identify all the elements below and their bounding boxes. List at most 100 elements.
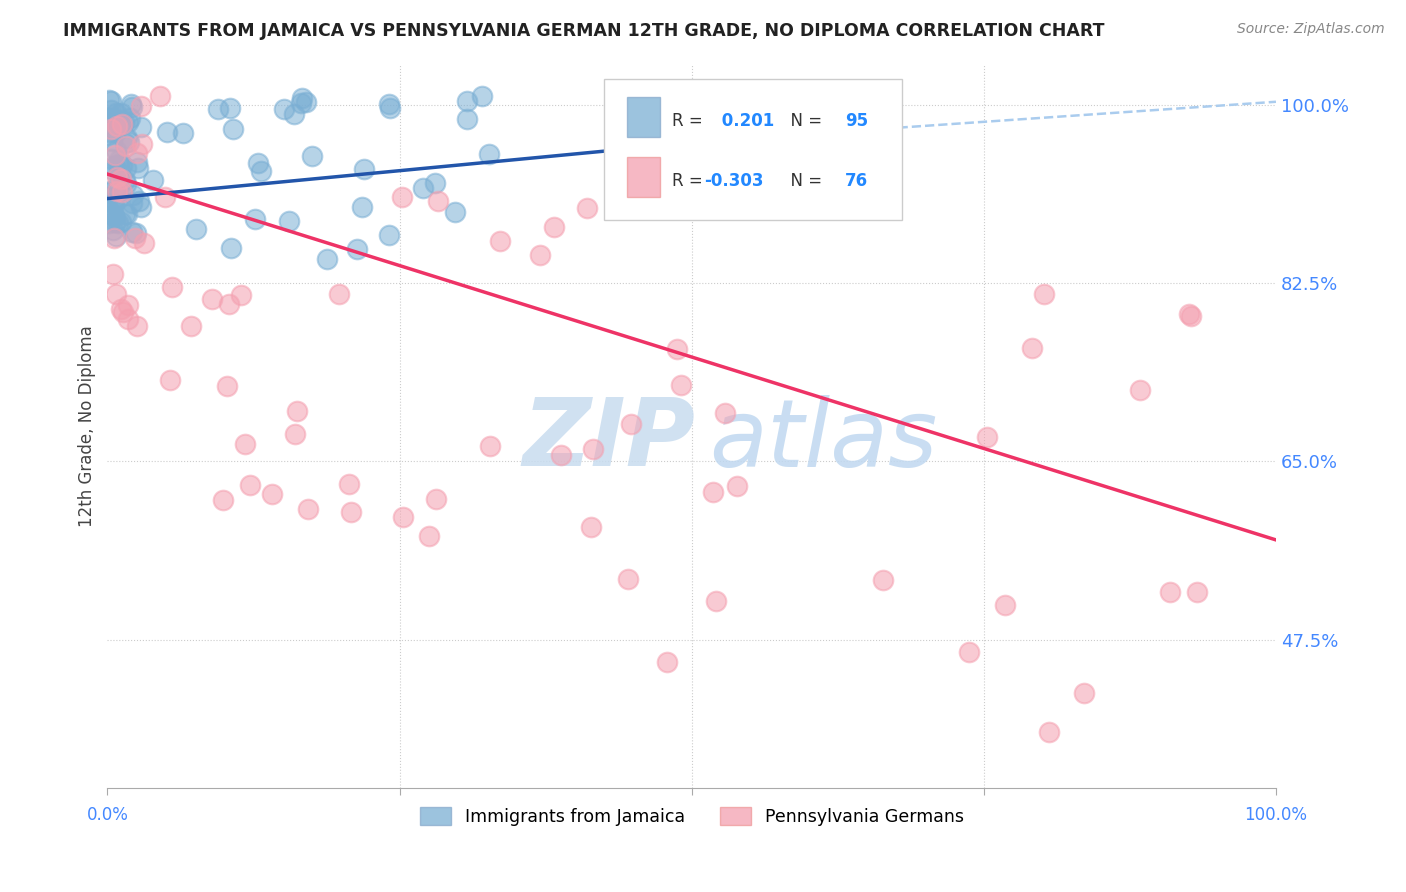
Point	[290, 96, 312, 111]
Point	[107, 119, 129, 133]
Point	[478, 147, 501, 161]
Point	[117, 115, 139, 129]
Text: 76: 76	[845, 172, 868, 190]
Point	[100, 126, 122, 140]
Point	[105, 144, 128, 158]
Text: R =: R =	[672, 172, 707, 190]
Point	[111, 185, 134, 199]
Point	[1185, 585, 1208, 599]
Point	[101, 223, 124, 237]
Point	[111, 158, 134, 172]
Point	[97, 128, 120, 142]
Text: atlas: atlas	[709, 395, 938, 486]
Point	[97, 112, 120, 127]
Point	[617, 572, 640, 586]
Point	[104, 112, 127, 127]
Point	[129, 120, 152, 134]
Point	[273, 103, 295, 117]
Point	[1129, 384, 1152, 398]
Text: N =: N =	[780, 172, 828, 190]
Point	[391, 190, 413, 204]
Point	[117, 298, 139, 312]
Point	[103, 231, 125, 245]
Point	[1038, 724, 1060, 739]
Point	[172, 126, 194, 140]
Point	[201, 293, 224, 307]
Point	[111, 304, 134, 318]
Point	[97, 185, 120, 199]
Point	[98, 215, 121, 229]
Point	[121, 195, 143, 210]
Point	[444, 205, 467, 219]
Point	[655, 655, 678, 669]
Point	[103, 209, 125, 223]
Point	[471, 89, 494, 103]
Point	[184, 222, 207, 236]
Point	[287, 404, 309, 418]
Point	[127, 145, 149, 160]
Point	[278, 214, 301, 228]
Point	[101, 134, 124, 148]
Point	[488, 234, 510, 248]
Point	[339, 505, 361, 519]
Point	[100, 95, 122, 109]
Point	[328, 287, 350, 301]
Point	[110, 172, 132, 186]
Point	[97, 190, 120, 204]
Point	[100, 103, 122, 117]
Point	[104, 215, 127, 229]
Text: 95: 95	[845, 112, 868, 130]
Point	[120, 112, 142, 126]
Point	[103, 112, 125, 126]
Point	[425, 491, 447, 506]
Point	[423, 177, 446, 191]
Point	[127, 161, 149, 175]
Point	[582, 442, 605, 456]
Point	[704, 593, 727, 607]
Point	[114, 173, 136, 187]
Legend: Immigrants from Jamaica, Pennsylvania Germans: Immigrants from Jamaica, Pennsylvania Ge…	[419, 807, 963, 826]
Point	[957, 645, 980, 659]
Point	[291, 91, 314, 105]
Point	[725, 479, 748, 493]
Point	[127, 318, 149, 333]
Point	[283, 107, 305, 121]
Point	[103, 196, 125, 211]
Point	[104, 286, 127, 301]
Point	[122, 187, 145, 202]
Bar	[627, 157, 661, 196]
Point	[97, 93, 120, 107]
Point	[103, 267, 125, 281]
Point	[1178, 307, 1201, 321]
Point	[103, 160, 125, 174]
Point	[260, 486, 283, 500]
Point	[107, 191, 129, 205]
Point	[110, 214, 132, 228]
Point	[129, 200, 152, 214]
Point	[108, 164, 131, 178]
Point	[115, 207, 138, 221]
Point	[1159, 585, 1181, 599]
Point	[301, 149, 323, 163]
Point	[107, 157, 129, 171]
Point	[243, 212, 266, 227]
FancyBboxPatch shape	[605, 78, 903, 219]
Point	[107, 153, 129, 168]
Point	[231, 288, 253, 302]
Point	[108, 179, 131, 194]
Point	[180, 318, 202, 333]
Point	[97, 112, 120, 126]
Point	[353, 162, 375, 177]
Bar	[627, 97, 661, 137]
Point	[218, 297, 240, 311]
Point	[100, 122, 122, 136]
Point	[104, 125, 127, 139]
Point	[456, 112, 478, 127]
Text: 100.0%: 100.0%	[1244, 805, 1308, 824]
Point	[100, 153, 122, 167]
Point	[1033, 287, 1056, 301]
Point	[316, 252, 339, 267]
Point	[105, 169, 128, 184]
Point	[391, 510, 413, 524]
Point	[105, 184, 128, 198]
